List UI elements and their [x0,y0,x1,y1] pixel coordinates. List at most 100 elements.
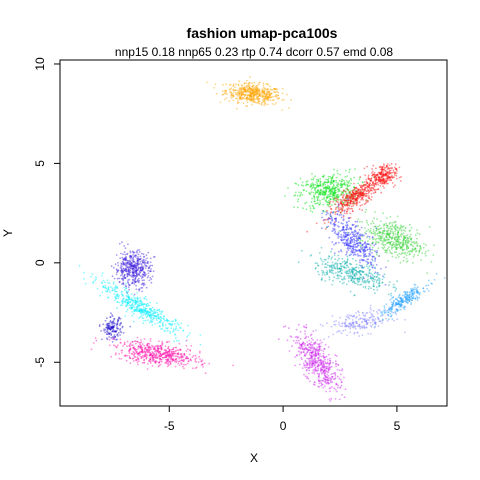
data-point [371,259,374,262]
data-point [251,103,254,106]
data-point [106,290,109,293]
data-point [366,258,369,261]
data-point [324,372,326,375]
data-point [395,248,398,251]
data-point [387,166,389,169]
data-point [263,90,266,93]
data-point [294,194,297,197]
data-point [134,309,136,311]
data-point [397,231,400,234]
data-point [395,244,398,247]
data-point [379,176,381,179]
data-point [351,276,354,279]
data-point [361,312,364,314]
data-point [105,317,108,320]
data-point [243,87,246,89]
data-point [406,294,409,297]
data-point [390,301,393,304]
data-point [305,183,308,186]
data-point [384,172,387,175]
data-point [236,94,239,97]
data-point [366,182,369,185]
data-point [249,87,251,90]
data-point [403,238,405,241]
data-point [382,179,385,181]
data-point [358,318,360,321]
data-point [359,327,362,330]
data-point [312,177,315,180]
data-point [131,314,134,317]
data-point [156,302,158,304]
data-point [325,366,328,368]
data-point [312,348,315,351]
data-point [371,174,374,177]
data-point [319,199,321,202]
data-point [256,84,259,87]
data-point [382,212,384,215]
data-point [340,200,343,203]
data-point [351,325,354,328]
data-point [411,289,414,291]
data-point [253,98,256,101]
data-point [379,178,381,181]
data-point [351,231,353,234]
data-point [350,196,353,199]
data-point [402,237,405,240]
data-point [302,184,305,187]
data-point [369,268,371,271]
data-point [330,177,333,180]
data-point [318,348,320,351]
data-point [377,179,380,182]
data-point [330,207,332,210]
data-point [323,191,325,194]
data-point [385,182,388,185]
data-point [342,215,345,218]
data-point [133,299,135,302]
data-point [299,177,302,180]
data-point [396,243,399,246]
data-point [306,180,309,182]
data-point [134,299,137,302]
data-point [384,173,387,176]
data-point [95,339,98,342]
data-point [245,105,248,107]
data-point [297,347,300,349]
data-point [385,250,387,252]
data-point [335,176,338,179]
data-point [395,246,398,249]
data-point [150,281,153,284]
data-point [377,312,379,315]
data-point [251,89,254,92]
data-point [239,89,242,91]
data-point [391,167,393,169]
data-point [113,289,115,291]
data-point [412,262,414,264]
data-point [129,325,132,328]
data-point [348,270,351,273]
data-point [355,240,358,243]
data-point [328,185,331,188]
data-point [347,199,350,202]
data-point [238,92,240,95]
data-point [354,186,357,189]
data-point [348,242,351,245]
data-point [263,91,265,94]
data-point [334,224,337,226]
data-point [256,92,259,94]
data-point [353,235,356,237]
data-point [356,189,359,192]
data-point [315,181,318,184]
data-point [341,191,344,194]
data-point [375,310,378,313]
data-point [388,241,391,244]
data-point [331,386,333,388]
data-point [427,284,430,287]
data-point [318,380,320,382]
data-point [361,192,364,195]
data-point [383,305,386,308]
data-point [353,282,356,284]
data-point [336,233,339,236]
data-point [359,194,362,197]
data-point [352,249,355,252]
